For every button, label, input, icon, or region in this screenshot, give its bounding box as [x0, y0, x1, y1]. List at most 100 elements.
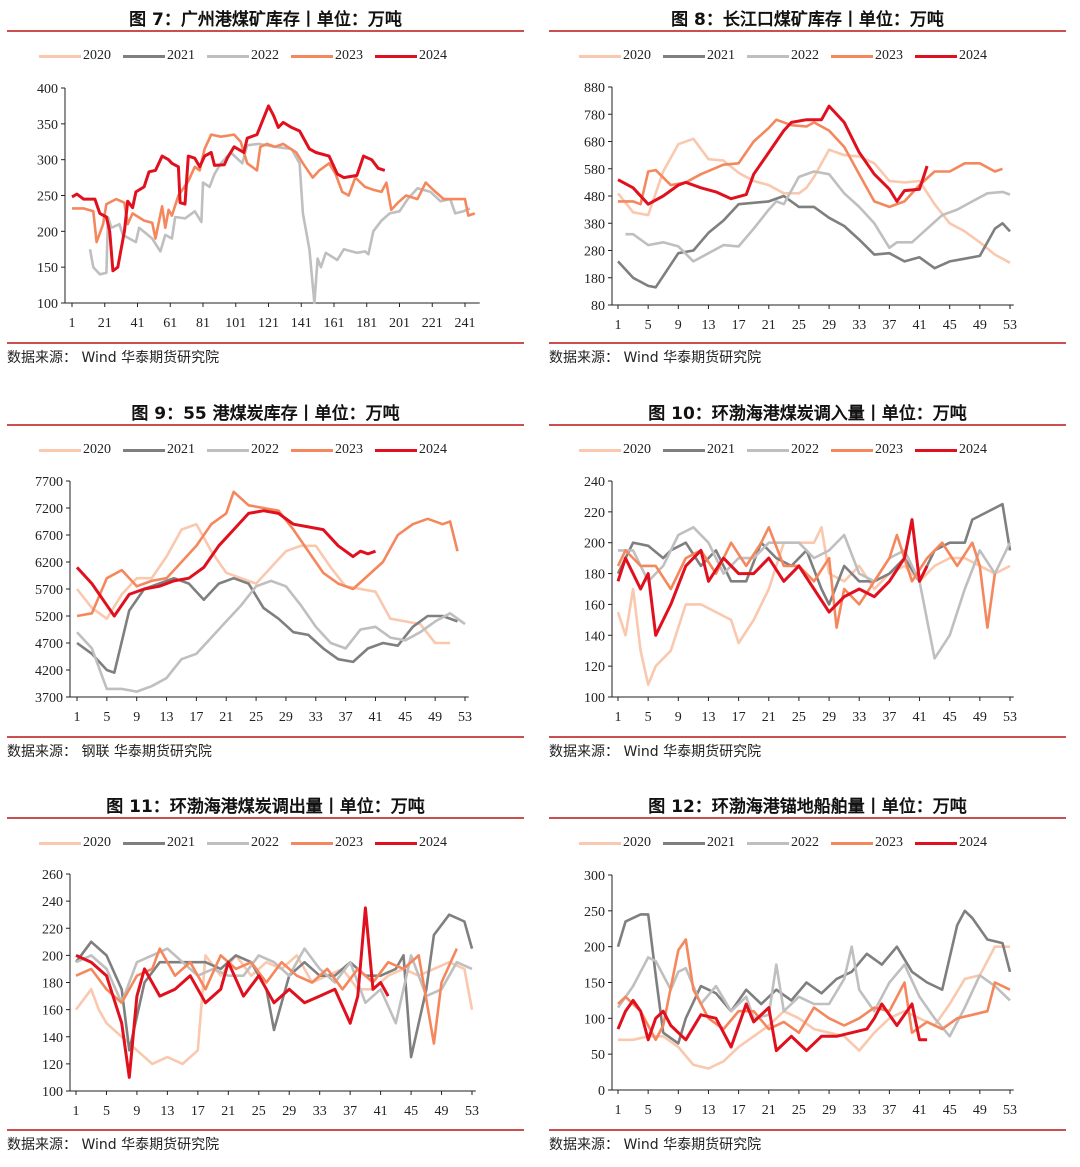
- x-tick-label: 33: [852, 318, 866, 333]
- y-tick-label: 5200: [35, 610, 63, 625]
- chart-legend: 2020 2021 2022 2023 2024: [39, 835, 447, 851]
- legend-label: 2023: [335, 48, 363, 63]
- series-line-2020: [616, 137, 1011, 264]
- x-tick-label: 37: [339, 710, 353, 725]
- x-tick-label: 5: [645, 710, 652, 725]
- legend-item-2024: 2024: [375, 442, 447, 458]
- chart-title: 图 10：环渤海港煤炭调入量丨单位：万吨: [648, 404, 967, 424]
- y-tick-label: 300: [584, 869, 605, 884]
- series-line-2022: [625, 170, 1011, 263]
- legend-swatch: [39, 841, 81, 845]
- x-tick-label: 49: [973, 1103, 987, 1118]
- x-tick-label: 45: [404, 1104, 418, 1119]
- series-line-2024: [71, 104, 386, 273]
- series-line-2020: [75, 522, 451, 645]
- legend-swatch: [375, 54, 417, 58]
- x-tick-label: 41: [374, 1104, 388, 1119]
- legend-swatch: [207, 54, 249, 58]
- series-line-2022: [616, 945, 1011, 1038]
- x-tick-label: 13: [701, 710, 715, 725]
- y-tick-label: 7700: [35, 475, 63, 490]
- legend-item-2023: 2023: [831, 442, 903, 458]
- legend-label: 2020: [83, 48, 111, 63]
- legend-label: 2020: [83, 442, 111, 457]
- legend-swatch: [207, 448, 249, 452]
- chart-legend: 2020 2021 2022 2023 2024: [579, 442, 987, 458]
- legend-item-2020: 2020: [579, 48, 651, 64]
- title-divider: [7, 424, 524, 426]
- legend-swatch: [663, 841, 705, 845]
- x-tick-label: 17: [191, 1104, 205, 1119]
- legend-item-2023: 2023: [291, 835, 363, 851]
- x-tick-label: 37: [343, 1104, 357, 1119]
- chart-legend: 2020 2021 2022 2023 2024: [39, 48, 447, 64]
- x-tick-label: 81: [196, 316, 210, 331]
- legend-label: 2021: [167, 442, 195, 457]
- x-tick-label: 21: [762, 710, 776, 725]
- x-tick-label: 25: [792, 318, 806, 333]
- series-line-2022: [88, 142, 471, 305]
- x-tick-label: 41: [368, 710, 382, 725]
- series-line-2024: [617, 104, 929, 206]
- x-tick-label: 241: [455, 316, 476, 331]
- legend-swatch: [831, 54, 873, 58]
- x-tick-label: 1: [615, 318, 622, 333]
- chart-legend: 2020 2021 2022 2023 2024: [39, 442, 447, 458]
- legend-label: 2024: [419, 442, 447, 457]
- series-line-2023: [616, 526, 997, 629]
- y-tick-label: 100: [37, 297, 58, 312]
- legend-swatch: [123, 54, 165, 58]
- source-note: 数据来源： Wind 华泰期货研究院: [549, 1137, 762, 1153]
- x-tick-label: 49: [973, 710, 987, 725]
- legend-label: 2024: [959, 442, 987, 457]
- y-tick-label: 80: [591, 299, 605, 314]
- x-tick-label: 9: [675, 1103, 682, 1118]
- x-tick-label: 41: [913, 710, 927, 725]
- source-divider: [549, 1129, 1066, 1131]
- series-line-2022: [76, 579, 466, 693]
- legend-swatch: [831, 841, 873, 845]
- legend-item-2020: 2020: [39, 835, 111, 851]
- chart-panel-c8: 图 8：长江口煤矿库存丨单位：万吨 2020 2021 2022 2023 2024 数…: [549, 0, 1066, 380]
- chart-title: 图 9：55 港煤炭库存丨单位：万吨: [131, 404, 400, 424]
- y-tick-label: 200: [584, 941, 605, 956]
- legend-label: 2022: [791, 835, 819, 850]
- legend-swatch: [663, 448, 705, 452]
- legend-label: 2022: [251, 835, 279, 850]
- legend-swatch: [747, 841, 789, 845]
- legend-label: 2021: [707, 835, 735, 850]
- y-tick-label: 120: [42, 1058, 63, 1073]
- legend-item-2022: 2022: [747, 442, 819, 458]
- x-tick-label: 21: [762, 318, 776, 333]
- x-tick-label: 33: [852, 710, 866, 725]
- legend-label: 2021: [707, 48, 735, 63]
- y-tick-label: 380: [584, 217, 605, 232]
- legend-label: 2024: [959, 48, 987, 63]
- legend-item-2021: 2021: [663, 442, 735, 458]
- chart-panel-c9: 图 9：55 港煤炭库存丨单位：万吨 2020 2021 2022 2023 2024 …: [7, 394, 524, 774]
- legend-label: 2022: [791, 442, 819, 457]
- y-tick-label: 160: [584, 598, 605, 613]
- legend-item-2021: 2021: [663, 835, 735, 851]
- chart-title: 图 12：环渤海港锚地船舶量丨单位：万吨: [648, 797, 967, 817]
- legend-swatch: [375, 448, 417, 452]
- series-line-2021: [616, 909, 1012, 1045]
- legend-label: 2020: [623, 442, 651, 457]
- x-tick-label: 201: [389, 316, 410, 331]
- y-tick-label: 350: [37, 118, 58, 133]
- legend-item-2020: 2020: [579, 442, 651, 458]
- x-tick-label: 5: [645, 1103, 652, 1118]
- y-tick-label: 260: [42, 868, 63, 883]
- legend-swatch: [375, 841, 417, 845]
- x-tick-label: 13: [701, 318, 715, 333]
- legend-swatch: [123, 448, 165, 452]
- x-tick-label: 53: [1003, 710, 1017, 725]
- series-line-2020: [616, 526, 1011, 686]
- y-tick-label: 220: [584, 506, 605, 521]
- y-tick-label: 480: [584, 190, 605, 205]
- legend-swatch: [39, 448, 81, 452]
- title-divider: [7, 817, 524, 819]
- x-tick-label: 33: [852, 1103, 866, 1118]
- x-tick-label: 25: [249, 710, 263, 725]
